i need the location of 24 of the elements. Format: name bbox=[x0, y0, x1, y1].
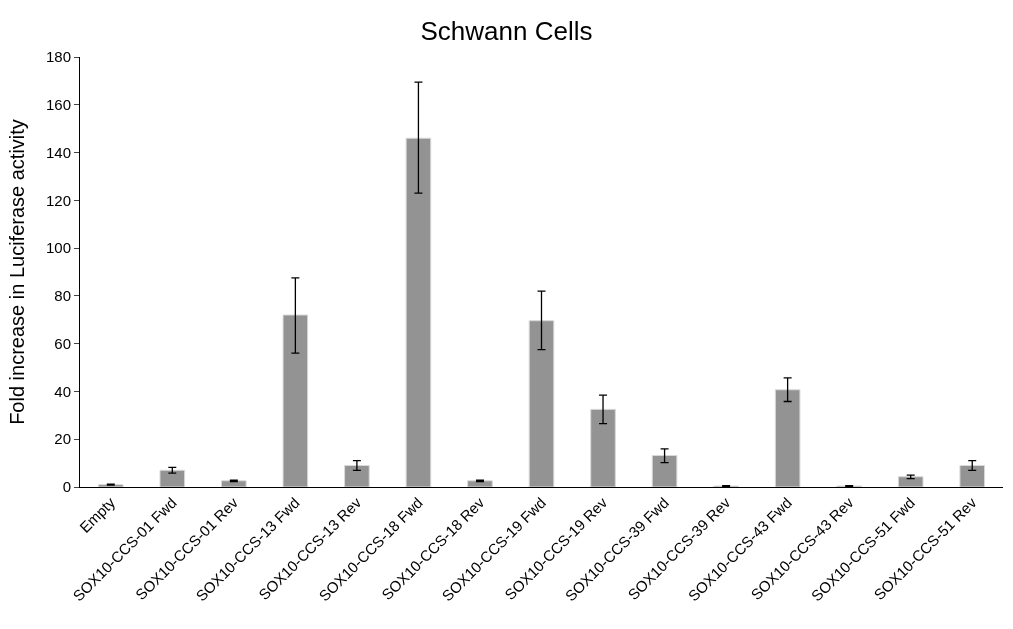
bar bbox=[651, 454, 678, 487]
y-tick-label: 60 bbox=[54, 334, 71, 352]
y-tick-label: 160 bbox=[45, 96, 71, 114]
bar bbox=[405, 137, 432, 487]
y-tick-label: 20 bbox=[54, 430, 71, 448]
bar bbox=[528, 320, 555, 487]
bar bbox=[774, 389, 801, 487]
y-tick-label: 40 bbox=[54, 382, 71, 400]
y-axis-title: Fold increase in Luciferase activity bbox=[6, 119, 29, 425]
bar bbox=[467, 480, 493, 487]
bar bbox=[282, 314, 309, 487]
y-tick-label: 120 bbox=[45, 191, 71, 209]
y-tick-label: 80 bbox=[54, 287, 71, 305]
chart-title: Schwann Cells bbox=[420, 16, 593, 47]
bar bbox=[159, 469, 186, 487]
y-tick-label: 140 bbox=[45, 143, 71, 161]
y-tick-label: 0 bbox=[62, 478, 71, 496]
y-tick-label: 180 bbox=[45, 48, 71, 66]
bar bbox=[959, 465, 986, 487]
bar bbox=[221, 480, 247, 487]
y-tick-label: 100 bbox=[45, 239, 71, 257]
bar bbox=[344, 465, 370, 487]
bar bbox=[897, 476, 924, 487]
bar bbox=[590, 408, 616, 487]
